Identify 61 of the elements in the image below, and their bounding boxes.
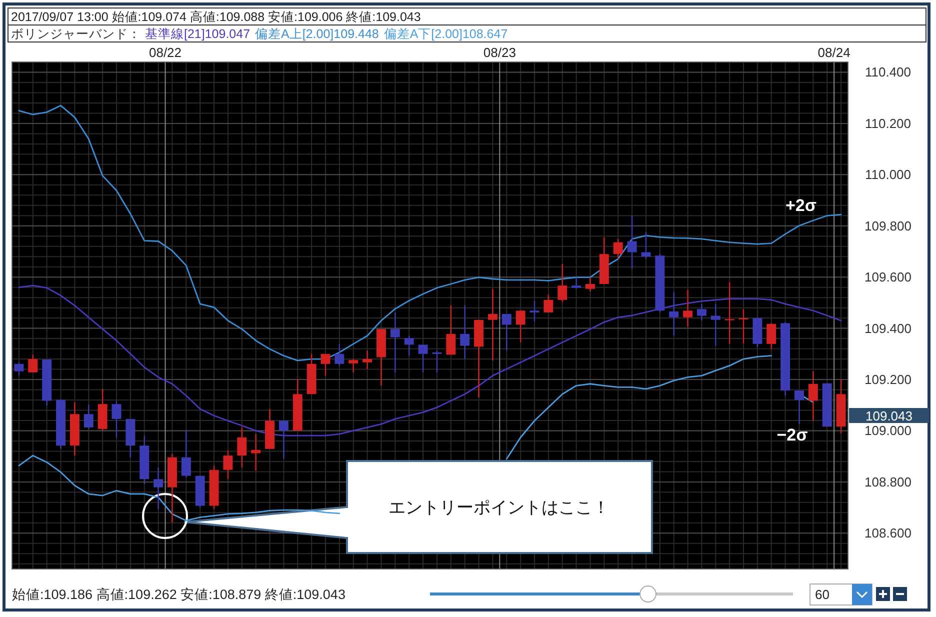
candlestick [418,344,428,373]
candlestick [572,276,582,290]
candlestick [251,433,261,472]
candlestick [362,350,372,370]
candlestick [320,353,330,376]
y-tick-label: 109.000 [864,423,912,438]
candlestick [502,313,512,352]
candlestick [28,354,38,373]
text: 109.043 [866,408,912,424]
y-tick-label: 110.400 [864,64,912,80]
y-tick-label: 109.400 [864,320,912,336]
y-tick-label: 109.200 [864,372,912,388]
candlestick [237,426,247,468]
candlestick [404,335,414,356]
candlestick [544,294,554,314]
candlestick [794,390,804,425]
candlestick [558,263,568,303]
candlestick [724,282,734,345]
x-tick-label: 08/23 [483,45,516,60]
candlestick [223,450,233,480]
candlestick [738,308,748,344]
candlestick [348,358,358,373]
y-tick-label: 110.200 [864,116,912,131]
candlestick [683,289,693,328]
candlestick [627,215,637,270]
x-tick-label: 08/24 [818,45,850,60]
candlestick [710,303,720,346]
y-tick-label: 109.600 [864,270,912,285]
candlestick [808,370,818,422]
annotation: +2σ [785,196,817,215]
candlestick [669,292,679,336]
candlestick [154,466,164,510]
candlestick [432,350,442,373]
candlestick [84,404,94,430]
candlestick [181,430,191,478]
candlestick [334,343,344,366]
annotation: −2σ [776,425,808,444]
legend: ボリンジャーバンド： 基準線[21]109.047 偏差A上[2.00]109.448 偏差A下[2.00]108.647 [11,27,508,41]
candlestick [112,400,122,438]
candlestick [613,238,623,260]
candlestick [641,232,651,260]
y-tick-label: 109.800 [864,218,912,234]
text: 60 [815,587,830,602]
candlestick [530,300,540,322]
candlestick [696,303,706,322]
candlestick [390,312,400,373]
annotation: エントリーポイントはここ！ [388,498,610,517]
candlestick [516,310,526,343]
chart-title: 2017/09/07 13:00 始値:109.074 高値:109.088 安値:109.006 終値:109.043 [11,9,421,24]
y-tick-label: 108.800 [864,474,912,490]
candlestick [488,288,498,362]
candlestick [278,420,288,460]
x-tick-label: 08/22 [148,45,182,60]
candlestick [460,304,470,360]
candlestick [766,322,776,350]
candlestick [446,304,456,356]
y-tick-label: 110.000 [864,167,912,182]
y-tick-label: 108.600 [864,526,912,541]
text: 始値:109.186 高値:109.262 安値:108.879 終値:109.043 [12,587,346,602]
candlestick [14,362,24,376]
candlestick [585,276,595,292]
